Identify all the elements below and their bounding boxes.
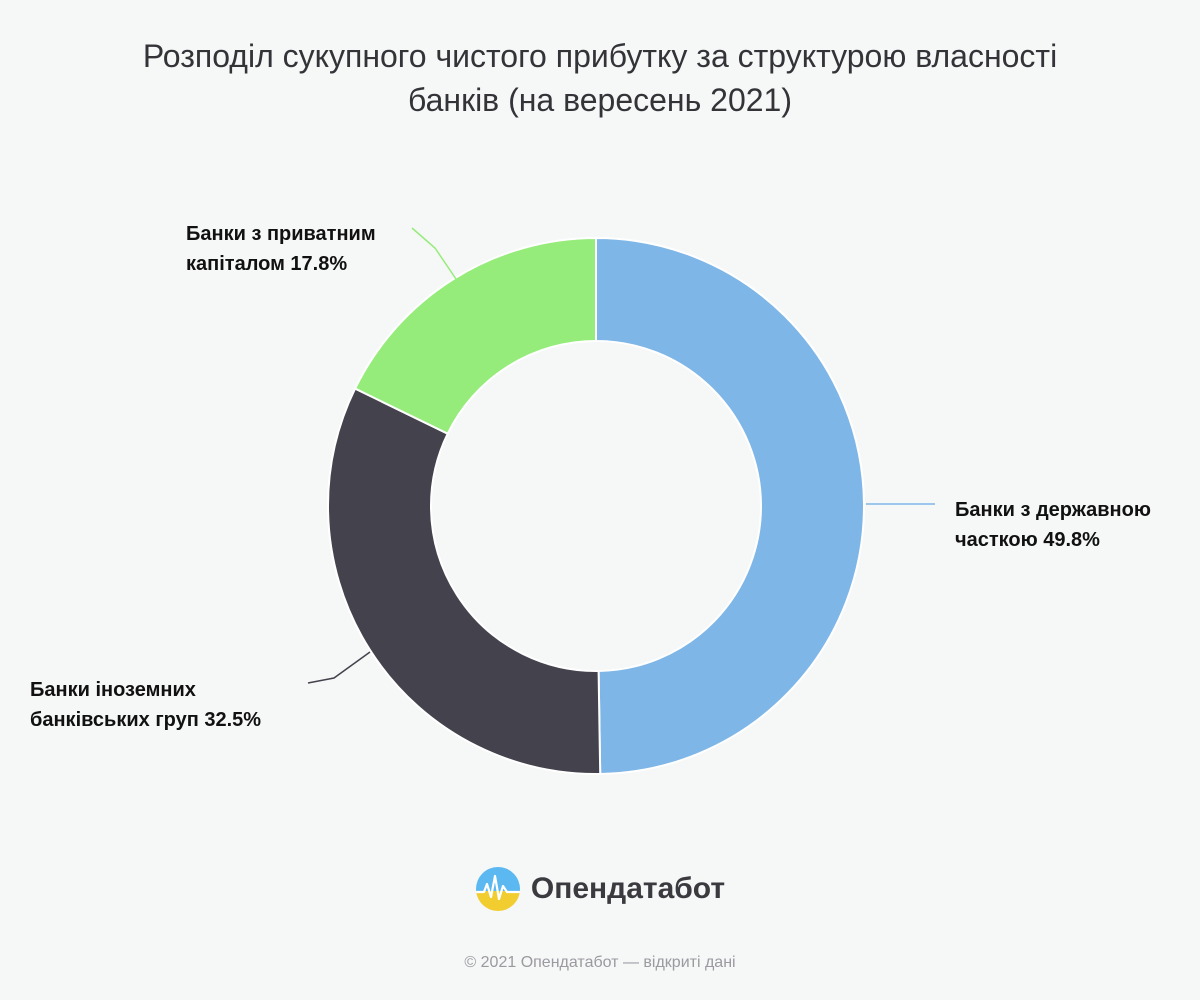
slice-label-value: капіталом 17.8% bbox=[186, 253, 347, 275]
opendatabot-logo-icon bbox=[475, 867, 520, 911]
slice-label-1: Банки з державною часткою 49.8% bbox=[955, 499, 1151, 551]
brand-logo: Опендатабот bbox=[0, 866, 1200, 912]
leader-line-2 bbox=[307, 651, 371, 684]
slice-label-value: часткою 49.8% bbox=[955, 529, 1100, 551]
chart-title-line-2: банків (на вересень 2021) bbox=[408, 82, 792, 118]
slice-label-category: Банки з приватним bbox=[186, 223, 376, 245]
footer-copyright: © 2021 Опендатабот — відкриті дані bbox=[464, 954, 736, 971]
slice-label-2: Банки іноземних банківських груп 32.5% bbox=[30, 679, 261, 731]
slice-label-category: Банки з державною bbox=[955, 499, 1151, 521]
donut-slice-2 bbox=[327, 387, 602, 775]
chart-title: Розподіл сукупного чистого прибутку за с… bbox=[0, 34, 1200, 122]
slice-label-value: банківських груп 32.5% bbox=[30, 709, 261, 731]
leader-line-3 bbox=[411, 227, 457, 280]
chart-title-line-1: Розподіл сукупного чистого прибутку за с… bbox=[142, 38, 1058, 74]
donut-slice-1 bbox=[595, 236, 865, 775]
slice-label-3: Банки з приватним капіталом 17.8% bbox=[186, 223, 376, 275]
donut-slice-3 bbox=[353, 236, 597, 436]
brand-name: Опендатабот bbox=[530, 872, 726, 905]
slice-label-category: Банки іноземних bbox=[30, 679, 196, 701]
